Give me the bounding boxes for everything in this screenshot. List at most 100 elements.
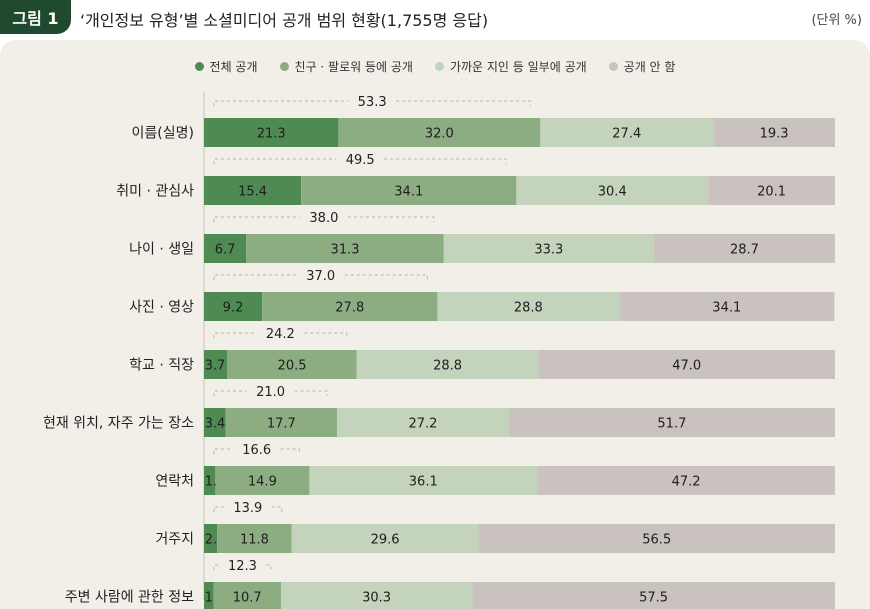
legend-label: 친구 · 팔로워 등에 공개 bbox=[294, 60, 413, 74]
bracket-total-label: 37.0 bbox=[306, 269, 335, 284]
category-label: 주변 사람에 관한 정보 bbox=[65, 590, 194, 606]
bar-segment bbox=[619, 292, 835, 321]
bar-segment bbox=[540, 118, 714, 147]
bracket-total-label: 24.2 bbox=[266, 327, 295, 342]
bracket-line bbox=[213, 100, 349, 106]
data-label: 34.1 bbox=[712, 301, 741, 316]
data-label: 30.4 bbox=[598, 185, 627, 200]
bar-segment bbox=[215, 466, 310, 495]
bar-segment bbox=[301, 176, 517, 205]
bar-segment bbox=[204, 408, 226, 437]
data-label: 11.8 bbox=[240, 533, 269, 548]
bracket-total-label: 38.0 bbox=[309, 211, 338, 226]
bracket-line bbox=[304, 332, 348, 338]
data-label: 10.7 bbox=[233, 591, 262, 606]
bar-segment bbox=[337, 408, 509, 437]
bracket-total-label: 49.5 bbox=[346, 153, 375, 168]
bar-segment bbox=[309, 466, 538, 495]
data-label: 21.3 bbox=[257, 127, 286, 142]
data-label: 3.7 bbox=[205, 359, 226, 374]
legend-swatch-icon bbox=[194, 62, 204, 71]
unit-label: (단위 %) bbox=[811, 13, 862, 28]
bracket-line bbox=[384, 158, 507, 164]
bar-segment bbox=[437, 292, 620, 321]
data-label: 19.3 bbox=[760, 127, 789, 142]
legend-item: 친구 · 팔로워 등에 공개 bbox=[279, 58, 413, 75]
figure-title: ‘개인정보 유형’별 소셜미디어 공개 범위 현황(1,755명 응답) bbox=[80, 11, 489, 30]
data-label: 20.1 bbox=[757, 185, 786, 200]
legend-label: 전체 공개 bbox=[209, 60, 258, 74]
data-label: 27.4 bbox=[612, 127, 641, 142]
data-label: 36.1 bbox=[409, 475, 438, 490]
data-label: 15.4 bbox=[238, 185, 267, 200]
category-label: 나이 · 생일 bbox=[129, 242, 194, 258]
bar-segment bbox=[472, 582, 835, 609]
legend-item: 가까운 지인 등 일부에 공개 bbox=[434, 58, 587, 75]
bracket-line bbox=[266, 564, 272, 570]
bar-segment bbox=[204, 582, 214, 609]
category-label: 사진 · 영상 bbox=[129, 300, 194, 316]
bar-segment bbox=[217, 524, 292, 553]
data-label: 30.3 bbox=[362, 591, 391, 606]
bracket-total-label: 21.0 bbox=[256, 385, 285, 400]
bracket-total-label: 16.6 bbox=[242, 443, 271, 458]
bar-segment bbox=[356, 350, 539, 379]
data-label: 32.0 bbox=[425, 127, 454, 142]
category-label: 학교 · 직장 bbox=[129, 358, 194, 374]
bar-segment bbox=[204, 466, 216, 495]
data-label: 28.8 bbox=[514, 301, 543, 316]
data-label: 28.7 bbox=[730, 243, 759, 258]
bracket-line bbox=[347, 216, 435, 222]
data-label: 27.8 bbox=[335, 301, 364, 316]
bracket-total-label: 13.9 bbox=[233, 501, 262, 516]
figure-label: 그림 1 bbox=[0, 0, 71, 34]
data-label: 34.1 bbox=[394, 185, 423, 200]
bracket-line bbox=[213, 506, 224, 512]
bar-segment bbox=[291, 524, 479, 553]
bar-segment bbox=[538, 350, 835, 379]
bracket-line bbox=[213, 274, 297, 280]
bar-segment bbox=[713, 118, 835, 147]
data-label: 28.8 bbox=[433, 359, 462, 374]
legend-swatch-icon bbox=[608, 62, 618, 71]
data-label: 17.7 bbox=[267, 417, 296, 432]
bar-segment bbox=[262, 292, 438, 321]
data-label: 6.7 bbox=[215, 243, 236, 258]
bar-segment bbox=[204, 118, 339, 147]
bar-segment bbox=[508, 408, 835, 437]
bracket-line bbox=[344, 274, 428, 280]
data-label: 51.7 bbox=[657, 417, 686, 432]
data-label: 20.5 bbox=[278, 359, 307, 374]
bar-segment bbox=[708, 176, 835, 205]
category-label: 현재 위치, 자주 가는 장소 bbox=[43, 416, 194, 432]
bar-segment bbox=[204, 292, 263, 321]
chart-legend: 전체 공개 친구 · 팔로워 등에 공개 가까운 지인 등 일부에 공개 공개 … bbox=[0, 58, 870, 75]
data-label: 57.5 bbox=[639, 591, 668, 606]
category-label: 연락처 bbox=[155, 474, 194, 490]
bracket-line bbox=[213, 448, 233, 454]
bracket-total-label: 53.3 bbox=[358, 95, 387, 110]
legend-label: 가까운 지인 등 일부에 공개 bbox=[449, 60, 587, 74]
data-label: 27.2 bbox=[408, 417, 437, 432]
bar-segment bbox=[280, 582, 473, 609]
bar-segment bbox=[227, 350, 357, 379]
category-label: 거주지 bbox=[155, 532, 194, 548]
bar-segment bbox=[246, 234, 444, 263]
bar-segment bbox=[537, 466, 835, 495]
category-label: 이름(실명) bbox=[132, 126, 194, 142]
figure-header: 그림 1 ‘개인정보 유형’별 소셜미디어 공개 범위 현황(1,755명 응답… bbox=[0, 0, 870, 36]
legend-item: 공개 안 함 bbox=[608, 58, 675, 75]
data-label: 9.2 bbox=[223, 301, 244, 316]
category-label: 취미 · 관심사 bbox=[116, 184, 194, 200]
data-label: 47.0 bbox=[672, 359, 701, 374]
data-label: 14.9 bbox=[248, 475, 277, 490]
bar-segment bbox=[516, 176, 709, 205]
legend-item: 전체 공개 bbox=[194, 58, 258, 75]
bracket-line bbox=[213, 158, 337, 164]
bracket-line bbox=[396, 100, 531, 106]
bracket-line bbox=[213, 390, 247, 396]
bar-segment bbox=[213, 582, 281, 609]
bar-segment bbox=[204, 176, 302, 205]
legend-swatch-icon bbox=[279, 62, 289, 71]
legend-swatch-icon bbox=[434, 62, 444, 71]
